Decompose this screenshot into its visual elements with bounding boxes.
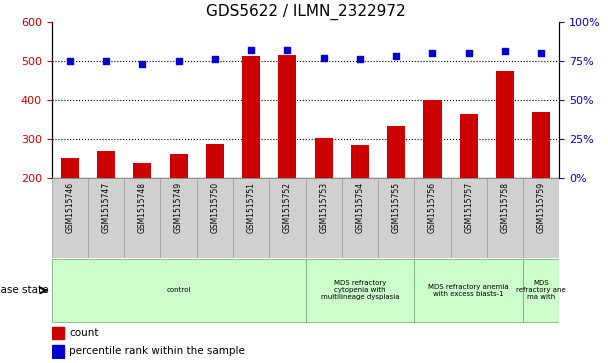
Bar: [197, 178, 233, 258]
Text: MDS
refractory ane
ma with: MDS refractory ane ma with: [516, 280, 566, 301]
Bar: [206, 143, 224, 178]
Bar: [269, 178, 305, 258]
Bar: [496, 70, 514, 178]
Text: GSM1515746: GSM1515746: [65, 182, 74, 233]
Point: [355, 56, 365, 62]
Bar: [278, 55, 297, 178]
Text: control: control: [167, 287, 191, 293]
Bar: [233, 178, 269, 258]
Point: [174, 58, 184, 64]
Bar: [423, 100, 441, 178]
Text: GSM1515756: GSM1515756: [428, 182, 437, 233]
Text: GSM1515758: GSM1515758: [500, 182, 510, 233]
Text: MDS refractory
cytopenia with
multilineage dysplasia: MDS refractory cytopenia with multilinea…: [320, 280, 399, 301]
Bar: [523, 178, 559, 258]
Point: [101, 58, 111, 64]
Bar: [97, 151, 115, 178]
Bar: [342, 178, 378, 258]
Bar: [305, 259, 414, 322]
Bar: [124, 178, 161, 258]
Bar: [414, 259, 523, 322]
Bar: [88, 178, 124, 258]
Bar: [161, 178, 197, 258]
Point: [392, 53, 401, 59]
Bar: [451, 178, 487, 258]
Bar: [52, 259, 305, 322]
Bar: [52, 345, 64, 358]
Point: [427, 50, 437, 56]
Text: GSM1515747: GSM1515747: [102, 182, 111, 233]
Point: [464, 50, 474, 56]
Bar: [61, 158, 79, 178]
Bar: [487, 178, 523, 258]
Bar: [460, 114, 478, 178]
Point: [246, 47, 256, 53]
Text: GSM1515749: GSM1515749: [174, 182, 183, 233]
Bar: [52, 327, 64, 339]
Bar: [532, 111, 550, 178]
Bar: [305, 178, 342, 258]
Bar: [387, 126, 406, 178]
Point: [319, 55, 328, 61]
Text: GSM1515755: GSM1515755: [392, 182, 401, 233]
Bar: [351, 146, 369, 178]
Title: GDS5622 / ILMN_2322972: GDS5622 / ILMN_2322972: [206, 4, 406, 20]
Text: GSM1515754: GSM1515754: [356, 182, 364, 233]
Text: GSM1515748: GSM1515748: [138, 182, 147, 233]
Point: [536, 50, 546, 56]
Text: percentile rank within the sample: percentile rank within the sample: [69, 346, 245, 356]
Bar: [378, 178, 414, 258]
Bar: [414, 178, 451, 258]
Text: GSM1515752: GSM1515752: [283, 182, 292, 233]
Bar: [170, 155, 188, 178]
Bar: [133, 163, 151, 178]
Point: [210, 56, 219, 62]
Text: GSM1515750: GSM1515750: [210, 182, 219, 233]
Text: GSM1515759: GSM1515759: [537, 182, 546, 233]
Bar: [242, 56, 260, 178]
Point: [283, 47, 292, 53]
Text: disease state: disease state: [0, 285, 49, 295]
Point: [65, 58, 75, 64]
Text: GSM1515753: GSM1515753: [319, 182, 328, 233]
Bar: [314, 138, 333, 178]
Text: GSM1515757: GSM1515757: [464, 182, 473, 233]
Text: MDS refractory anemia
with excess blasts-1: MDS refractory anemia with excess blasts…: [429, 284, 509, 297]
Bar: [523, 259, 559, 322]
Text: count: count: [69, 328, 99, 338]
Point: [137, 61, 147, 67]
Text: GSM1515751: GSM1515751: [247, 182, 255, 233]
Point: [500, 49, 510, 54]
Bar: [52, 178, 88, 258]
